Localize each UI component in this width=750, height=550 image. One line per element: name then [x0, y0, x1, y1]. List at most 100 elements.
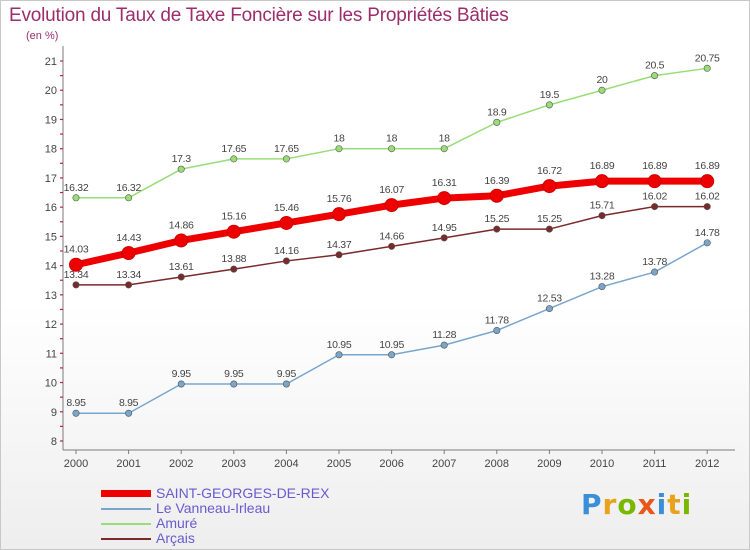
legend-label: SAINT-GEORGES-DE-REX: [156, 485, 330, 501]
data-label-le-vanneau-irleau: 11.28: [432, 329, 456, 341]
data-label-arcais: 13.34: [116, 269, 141, 281]
data-label-arcais: 15.71: [590, 200, 615, 212]
data-label-amure: 18.9: [487, 106, 507, 118]
data-label-le-vanneau-irleau: 11.78: [485, 315, 509, 327]
data-label-arcais: 15.25: [537, 213, 562, 225]
data-label-le-vanneau-irleau: 9.95: [224, 368, 244, 380]
data-label-amure: 18: [439, 133, 451, 145]
data-point-arcais: [335, 251, 343, 259]
legend-swatch: [101, 508, 151, 510]
data-label-saint-georges-de-rex: 16.89: [695, 160, 720, 172]
data-label-amure: 16.32: [116, 182, 141, 194]
data-label-le-vanneau-irleau: 13.28: [590, 271, 615, 283]
data-point-le-vanneau-irleau: [72, 409, 80, 417]
data-label-arcais: 16.02: [695, 191, 720, 203]
legend-swatch: [101, 538, 151, 540]
data-label-amure: 17.65: [274, 143, 299, 155]
data-label-saint-georges-de-rex: 15.16: [221, 211, 246, 223]
y-tick-label: 8: [51, 436, 57, 448]
data-label-arcais: 14.16: [274, 245, 299, 257]
data-point-arcais: [125, 281, 133, 289]
y-tick-label: 9: [51, 407, 57, 419]
data-point-amure: [598, 86, 606, 94]
data-label-saint-georges-de-rex: 16.39: [484, 175, 509, 187]
data-label-amure: 17.3: [172, 153, 192, 165]
data-point-le-vanneau-irleau: [651, 268, 659, 276]
data-label-saint-georges-de-rex: 16.89: [590, 160, 615, 172]
data-point-amure: [651, 72, 659, 80]
x-tick-label: 2004: [274, 458, 298, 470]
data-point-saint-georges-de-rex: [542, 179, 557, 194]
data-point-arcais: [545, 225, 553, 233]
data-point-amure: [177, 165, 185, 173]
y-tick-label: 19: [45, 114, 57, 126]
logo-letter: t: [667, 488, 682, 521]
data-label-saint-georges-de-rex: 15.76: [327, 193, 352, 205]
y-tick-label: 18: [45, 144, 57, 156]
data-point-saint-georges-de-rex: [121, 246, 136, 261]
data-point-amure: [703, 64, 711, 72]
y-tick-label: 12: [45, 319, 57, 331]
data-point-arcais: [703, 203, 711, 211]
data-label-saint-georges-de-rex: 15.46: [274, 202, 299, 214]
y-tick-label: 10: [45, 378, 57, 390]
x-tick-label: 2001: [116, 458, 140, 470]
chart-unit-label: (en %): [26, 30, 59, 42]
data-label-saint-georges-de-rex: 14.43: [116, 232, 141, 244]
data-point-le-vanneau-irleau: [335, 351, 343, 359]
x-tick-label: 2000: [64, 458, 88, 470]
x-tick-label: 2008: [485, 458, 509, 470]
proxiti-logo: Proxiti: [581, 488, 692, 521]
x-tick-label: 2009: [537, 458, 561, 470]
data-point-saint-georges-de-rex: [226, 224, 241, 239]
data-label-le-vanneau-irleau: 10.95: [327, 339, 352, 351]
data-point-le-vanneau-irleau: [177, 380, 185, 388]
data-point-saint-georges-de-rex: [69, 257, 83, 272]
legend-label: Amuré: [156, 515, 198, 531]
legend-label: Le Vanneau-Irleau: [156, 500, 271, 516]
data-point-saint-georges-de-rex: [174, 233, 189, 248]
logo-letter: r: [602, 488, 618, 521]
chart-title: Evolution du Taux de Taxe Foncière sur l…: [9, 5, 509, 26]
data-label-amure: 19.5: [540, 89, 560, 101]
data-point-le-vanneau-irleau: [230, 380, 238, 388]
legend-swatch: [101, 523, 151, 525]
data-point-arcais: [598, 212, 606, 220]
data-label-amure: 20.5: [645, 60, 665, 72]
data-label-saint-georges-de-rex: 14.86: [169, 219, 194, 231]
logo-letter: i: [656, 488, 668, 521]
logo-letter: x: [637, 488, 657, 521]
data-point-saint-georges-de-rex: [332, 207, 346, 222]
data-label-le-vanneau-irleau: 12.53: [537, 293, 562, 305]
x-tick-label: 2010: [590, 458, 614, 470]
data-point-arcais: [440, 234, 448, 242]
x-tick-label: 2006: [379, 458, 403, 470]
data-point-arcais: [177, 273, 185, 281]
y-tick-label: 15: [45, 231, 57, 243]
data-label-le-vanneau-irleau: 8.95: [66, 397, 86, 409]
data-label-amure: 20.75: [695, 52, 720, 64]
data-point-amure: [545, 101, 553, 109]
data-point-le-vanneau-irleau: [703, 239, 711, 247]
data-point-arcais: [72, 281, 80, 289]
data-point-amure: [335, 145, 343, 153]
data-point-arcais: [282, 257, 290, 265]
data-label-le-vanneau-irleau: 9.95: [172, 368, 192, 380]
data-label-le-vanneau-irleau: 9.95: [277, 368, 297, 380]
data-label-le-vanneau-irleau: 10.95: [379, 339, 404, 351]
data-point-le-vanneau-irleau: [282, 380, 290, 388]
data-point-le-vanneau-irleau: [388, 351, 396, 359]
x-tick-label: 2003: [222, 458, 246, 470]
data-point-saint-georges-de-rex: [489, 188, 504, 203]
data-point-amure: [125, 194, 133, 202]
data-point-saint-georges-de-rex: [700, 174, 715, 189]
data-point-le-vanneau-irleau: [545, 305, 553, 313]
data-point-amure: [282, 155, 290, 163]
y-tick-label: 11: [46, 348, 57, 360]
data-label-arcais: 15.25: [484, 213, 509, 225]
x-tick-label: 2007: [432, 458, 456, 470]
data-point-saint-georges-de-rex: [437, 191, 452, 206]
y-tick-label: 13: [45, 290, 57, 302]
